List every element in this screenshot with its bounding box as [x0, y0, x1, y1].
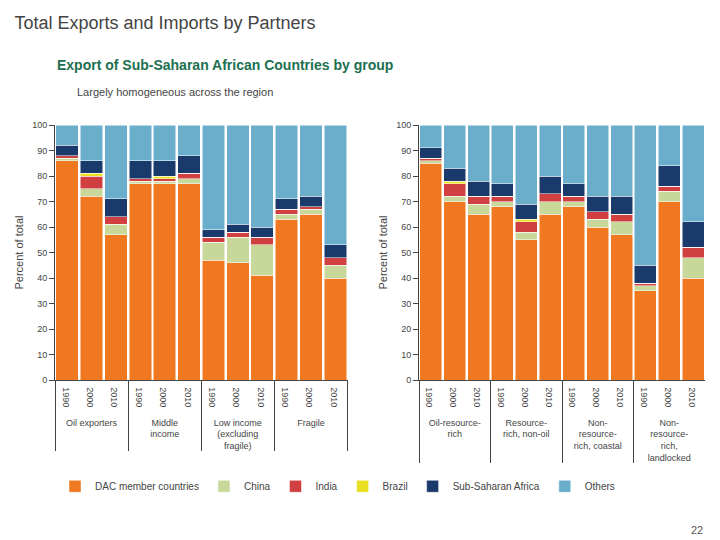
svg-text:100: 100: [396, 120, 411, 130]
svg-text:2000: 2000: [304, 387, 314, 407]
svg-text:60: 60: [37, 222, 47, 232]
svg-text:2000: 2000: [663, 387, 673, 407]
svg-text:China: China: [244, 481, 271, 492]
svg-text:50: 50: [37, 248, 47, 258]
svg-text:1990: 1990: [280, 387, 290, 407]
svg-text:80: 80: [37, 171, 47, 181]
svg-text:2010: 2010: [615, 387, 625, 407]
svg-text:20: 20: [37, 324, 47, 334]
svg-text:70: 70: [401, 197, 411, 207]
svg-text:90: 90: [37, 146, 47, 156]
svg-text:2010: 2010: [544, 387, 554, 407]
svg-text:40: 40: [37, 273, 47, 283]
svg-text:10: 10: [37, 350, 47, 360]
svg-text:60: 60: [401, 222, 411, 232]
svg-text:2010: 2010: [329, 387, 339, 407]
svg-text:Percent of total: Percent of total: [377, 216, 389, 290]
svg-text:2000: 2000: [591, 387, 601, 407]
svg-text:2010: 2010: [183, 387, 193, 407]
svg-text:Non-resource-rich,landlocked: Non-resource-rich,landlocked: [648, 418, 691, 463]
svg-text:Largely homogeneous across the: Largely homogeneous across the region: [77, 86, 273, 98]
svg-text:Export of Sub-Saharan African: Export of Sub-Saharan African Countries …: [57, 57, 393, 73]
svg-text:2010: 2010: [687, 387, 697, 407]
svg-text:1990: 1990: [134, 387, 144, 407]
svg-text:1990: 1990: [639, 387, 649, 407]
svg-text:Non-resource-rich, coastal: Non-resource-rich, coastal: [574, 418, 622, 451]
svg-text:50: 50: [401, 248, 411, 258]
svg-text:2000: 2000: [158, 387, 168, 407]
svg-text:Fragile: Fragile: [297, 418, 325, 428]
svg-text:2000: 2000: [85, 387, 95, 407]
svg-text:10: 10: [401, 350, 411, 360]
svg-text:20: 20: [401, 324, 411, 334]
svg-text:70: 70: [37, 197, 47, 207]
svg-text:Brazil: Brazil: [383, 481, 408, 492]
svg-text:Middleincome: Middleincome: [150, 418, 179, 440]
svg-text:Total Exports and Imports by P: Total Exports and Imports by Partners: [14, 13, 315, 33]
svg-text:2010: 2010: [472, 387, 482, 407]
svg-text:2010: 2010: [109, 387, 119, 407]
svg-text:2000: 2000: [520, 387, 530, 407]
svg-text:0: 0: [406, 375, 411, 385]
svg-text:1990: 1990: [567, 387, 577, 407]
svg-text:0: 0: [42, 375, 47, 385]
svg-text:Percent of total: Percent of total: [13, 216, 25, 290]
svg-text:90: 90: [401, 146, 411, 156]
svg-text:2000: 2000: [448, 387, 458, 407]
svg-text:1990: 1990: [61, 387, 71, 407]
svg-text:Others: Others: [585, 481, 615, 492]
svg-text:India: India: [315, 481, 337, 492]
svg-text:Resource-rich, non-oil: Resource-rich, non-oil: [503, 418, 550, 440]
svg-text:1990: 1990: [424, 387, 434, 407]
svg-text:40: 40: [401, 273, 411, 283]
svg-text:1990: 1990: [207, 387, 217, 407]
svg-text:30: 30: [401, 299, 411, 309]
svg-text:Low income(excludingfragile): Low income(excludingfragile): [214, 418, 262, 451]
svg-text:2000: 2000: [231, 387, 241, 407]
svg-text:1990: 1990: [496, 387, 506, 407]
svg-text:30: 30: [37, 299, 47, 309]
svg-text:DAC member countries: DAC member countries: [95, 481, 199, 492]
svg-text:Sub-Saharan Africa: Sub-Saharan Africa: [453, 481, 540, 492]
svg-text:80: 80: [401, 171, 411, 181]
svg-text:2010: 2010: [256, 387, 266, 407]
svg-text:100: 100: [32, 120, 47, 130]
svg-text:22: 22: [691, 524, 703, 536]
svg-text:Oil exporters: Oil exporters: [66, 418, 118, 428]
svg-text:Oil-resource-rich: Oil-resource-rich: [429, 418, 481, 440]
